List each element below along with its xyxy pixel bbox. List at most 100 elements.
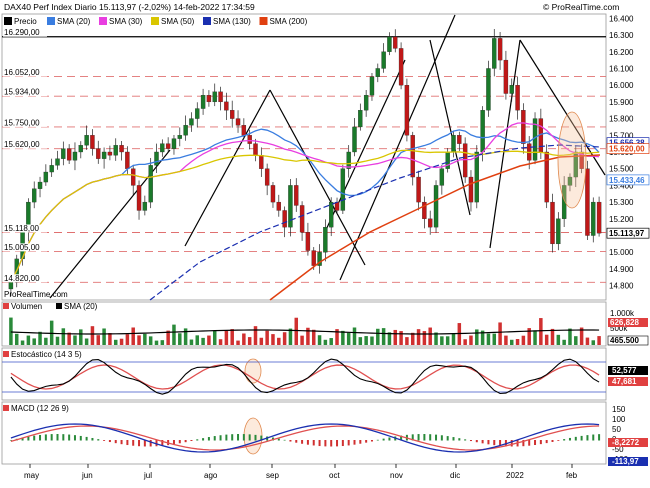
volume-bar <box>335 329 339 345</box>
volume-bar <box>579 327 584 345</box>
x-label: ago <box>204 471 218 480</box>
candle-body <box>235 118 241 126</box>
trend-line <box>339 14 456 281</box>
macd-hist-bar <box>510 440 513 447</box>
macd-hist-bar <box>202 438 205 441</box>
volume-bar <box>230 329 234 345</box>
candle-body <box>573 151 578 178</box>
volume-bar <box>271 334 275 345</box>
price-tick: 15.500 <box>609 165 634 174</box>
volume-bar <box>492 333 497 345</box>
macd-hist-bar <box>429 434 432 441</box>
time-axis: may jun jul ago sep oct nov dic 2022 feb <box>24 464 578 480</box>
volume-sma-value: 465.500 <box>610 336 639 345</box>
volume-bar <box>113 339 118 345</box>
candle-body <box>567 176 573 186</box>
volume-bar <box>574 336 578 345</box>
candle-body <box>142 201 148 211</box>
stochastic-lines <box>10 358 600 395</box>
volume-bar <box>346 332 351 345</box>
macd-hist-bar <box>27 436 30 441</box>
candle-body <box>497 38 503 61</box>
candle-body <box>422 201 427 219</box>
macd-hist-bar <box>79 435 82 441</box>
candle-body <box>439 168 445 186</box>
volume-bar <box>55 336 60 345</box>
level-label-bg <box>3 28 47 37</box>
volume-bar <box>288 328 293 345</box>
stoch-d-value: 47,681 <box>612 377 637 386</box>
volume-bar <box>195 335 200 345</box>
volume-bar <box>172 324 176 345</box>
level-label-bg <box>3 88 47 97</box>
candle-body <box>55 158 60 166</box>
legend-label: SMA (130) <box>213 17 251 26</box>
level-label-bg <box>3 118 47 127</box>
volume-bar <box>125 334 130 345</box>
price-tick: 14.800 <box>609 282 634 291</box>
volume-bar <box>154 340 159 345</box>
macd-hist-bar <box>324 440 327 447</box>
candle-body <box>492 38 497 69</box>
macd-hist-bar <box>283 439 286 441</box>
volume-bar <box>317 335 322 345</box>
level-label-bg <box>3 243 47 252</box>
volume-value: 626,828 <box>610 318 639 327</box>
macd-hist-bar <box>446 436 449 441</box>
macd-hist-bar <box>295 440 298 443</box>
candle-body <box>323 227 328 253</box>
candle-body <box>404 85 410 136</box>
volume-bar <box>265 330 269 345</box>
volume-bar <box>509 339 514 345</box>
level-label-bg <box>3 274 47 283</box>
candle-body <box>84 135 89 146</box>
volume-bar <box>143 333 147 345</box>
macd-hist-bar <box>417 434 420 441</box>
candle-body <box>212 91 217 103</box>
volume-tick-500k: 500k <box>610 324 628 333</box>
volume-bar <box>38 331 42 345</box>
volume-bar <box>207 335 211 345</box>
volume-bar <box>183 328 188 345</box>
stoch-k-line <box>10 358 600 395</box>
macd-line <box>10 423 600 453</box>
level-label-bg <box>3 68 47 77</box>
candle-body <box>177 135 182 139</box>
candle-body <box>311 250 316 266</box>
volume-bar <box>539 318 543 345</box>
macd-hist-bar <box>318 440 321 447</box>
volume-bar <box>445 336 450 345</box>
candle-body <box>556 218 561 245</box>
volume-bar <box>486 333 491 345</box>
macd-hist-bar <box>178 440 181 444</box>
macd-lines <box>9 423 601 453</box>
level-label: 15.750,00 <box>4 118 40 127</box>
candle-body <box>37 181 43 189</box>
legend-swatch <box>4 17 12 25</box>
trend-line <box>429 39 471 216</box>
volume-bar <box>562 339 566 345</box>
sma-200-line <box>269 154 601 301</box>
candle-body <box>474 151 479 203</box>
candle-body <box>224 101 229 111</box>
price-tick: 16.400 <box>609 14 634 23</box>
candle-body <box>352 126 357 153</box>
macd-hist-bar <box>452 437 455 441</box>
legend-swatch <box>99 17 107 25</box>
candle-body <box>340 168 346 211</box>
candle-body <box>329 201 334 228</box>
macd-hist-bar <box>9 440 12 441</box>
candle-body <box>544 151 549 203</box>
candle-body <box>398 48 404 86</box>
macd-hist-bar <box>423 434 426 441</box>
candle-body <box>136 185 142 211</box>
volume-bar <box>119 338 124 345</box>
highlight-ellipse <box>244 358 262 384</box>
macd-hist-bar <box>108 440 111 443</box>
price-tick: 16.000 <box>609 81 634 90</box>
macd-hist-bar <box>464 439 467 441</box>
volume-bar <box>504 335 508 345</box>
price-tick: 15.400 <box>609 181 634 190</box>
volume-bar <box>428 327 432 345</box>
